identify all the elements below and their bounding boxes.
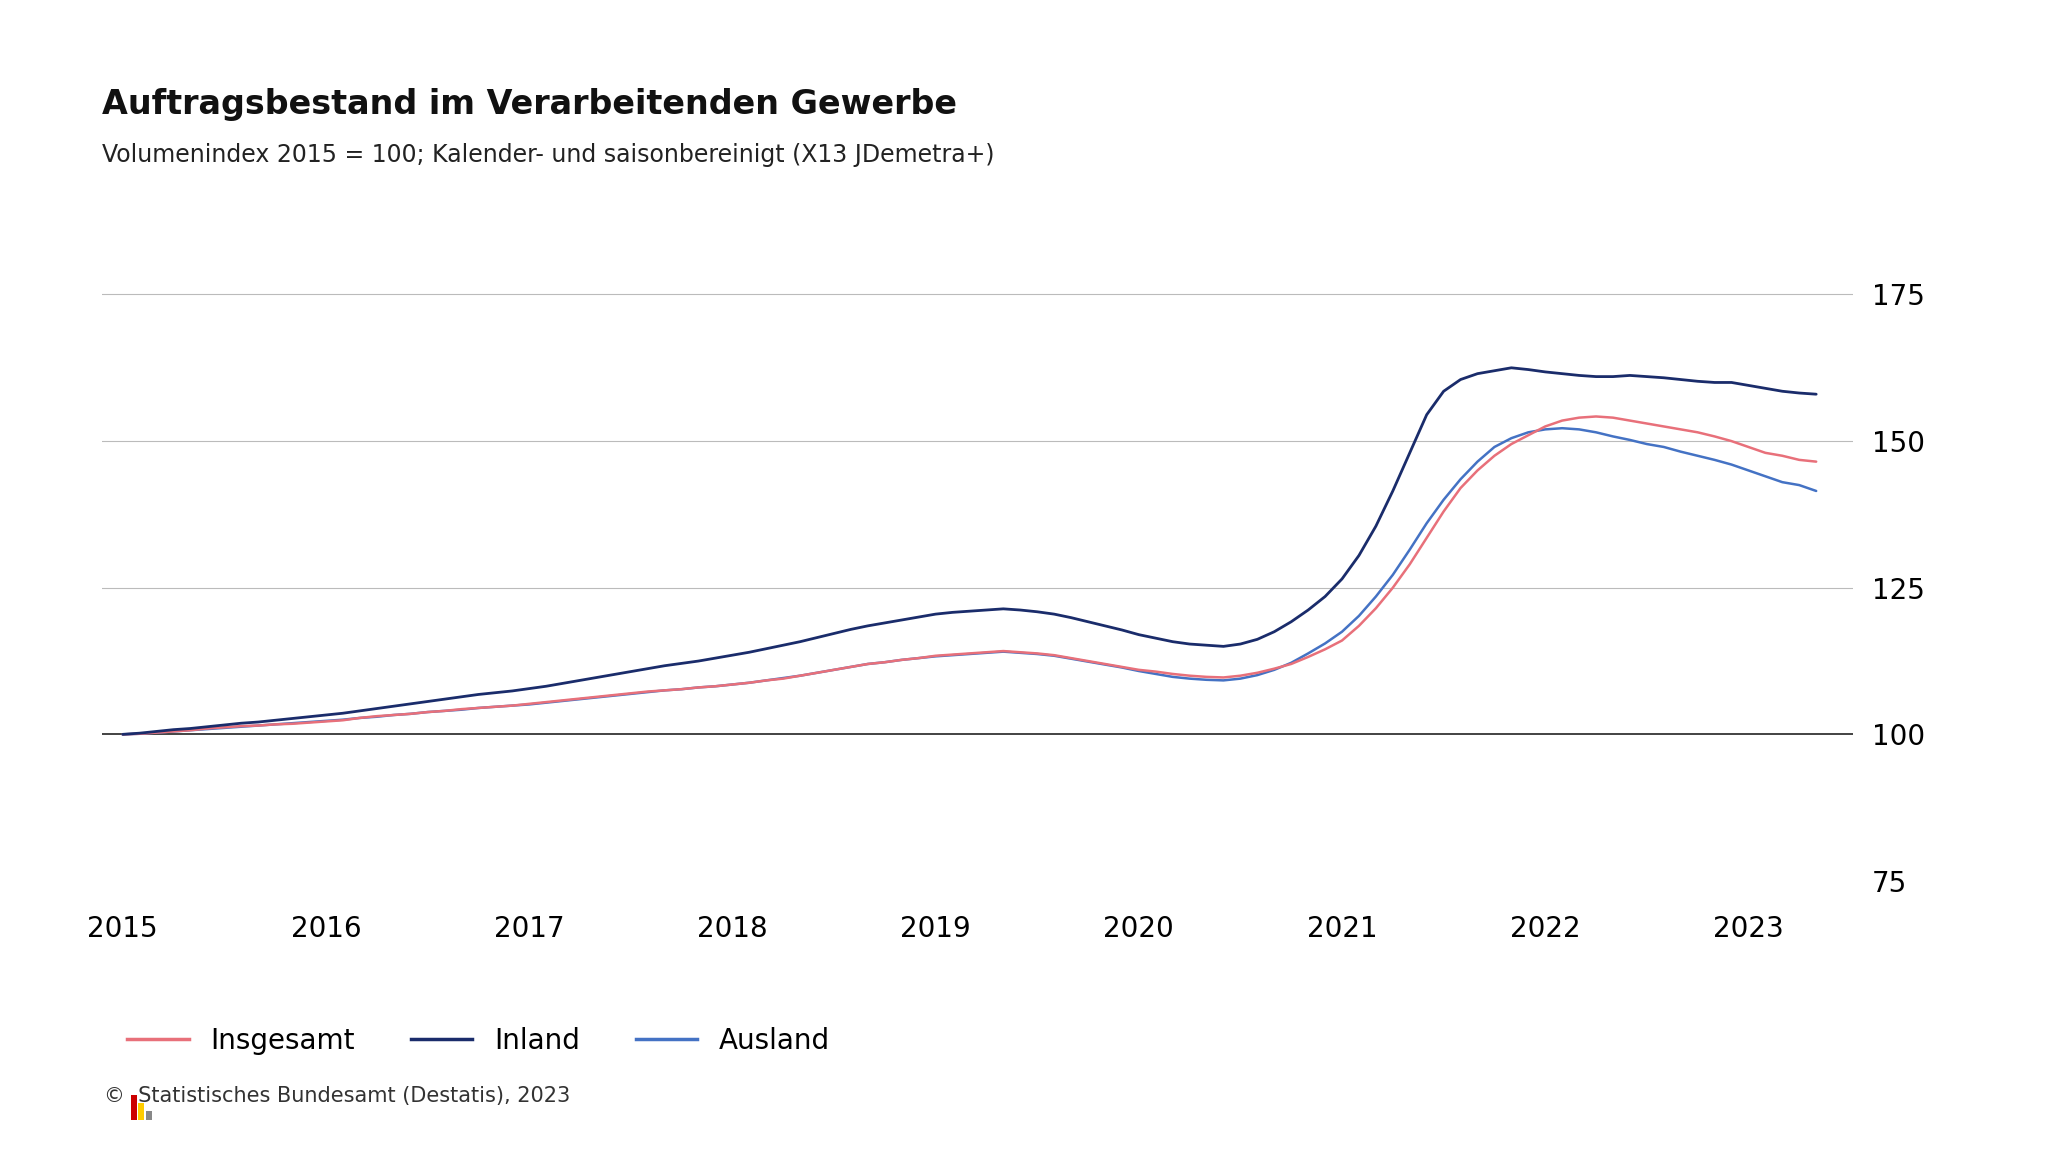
- Bar: [145, 1111, 152, 1120]
- Bar: [139, 1104, 143, 1120]
- Text: Auftragsbestand im Verarbeitenden Gewerbe: Auftragsbestand im Verarbeitenden Gewerb…: [102, 88, 956, 121]
- Text: Volumenindex 2015 = 100; Kalender- und saisonbereinigt (X13 JDemetra+): Volumenindex 2015 = 100; Kalender- und s…: [102, 143, 995, 167]
- Text: ©  Statistisches Bundesamt (Destatis), 2023: © Statistisches Bundesamt (Destatis), 20…: [104, 1086, 571, 1106]
- Bar: [131, 1094, 137, 1120]
- Legend: Insgesamt, Inland, Ausland: Insgesamt, Inland, Ausland: [117, 1016, 842, 1066]
